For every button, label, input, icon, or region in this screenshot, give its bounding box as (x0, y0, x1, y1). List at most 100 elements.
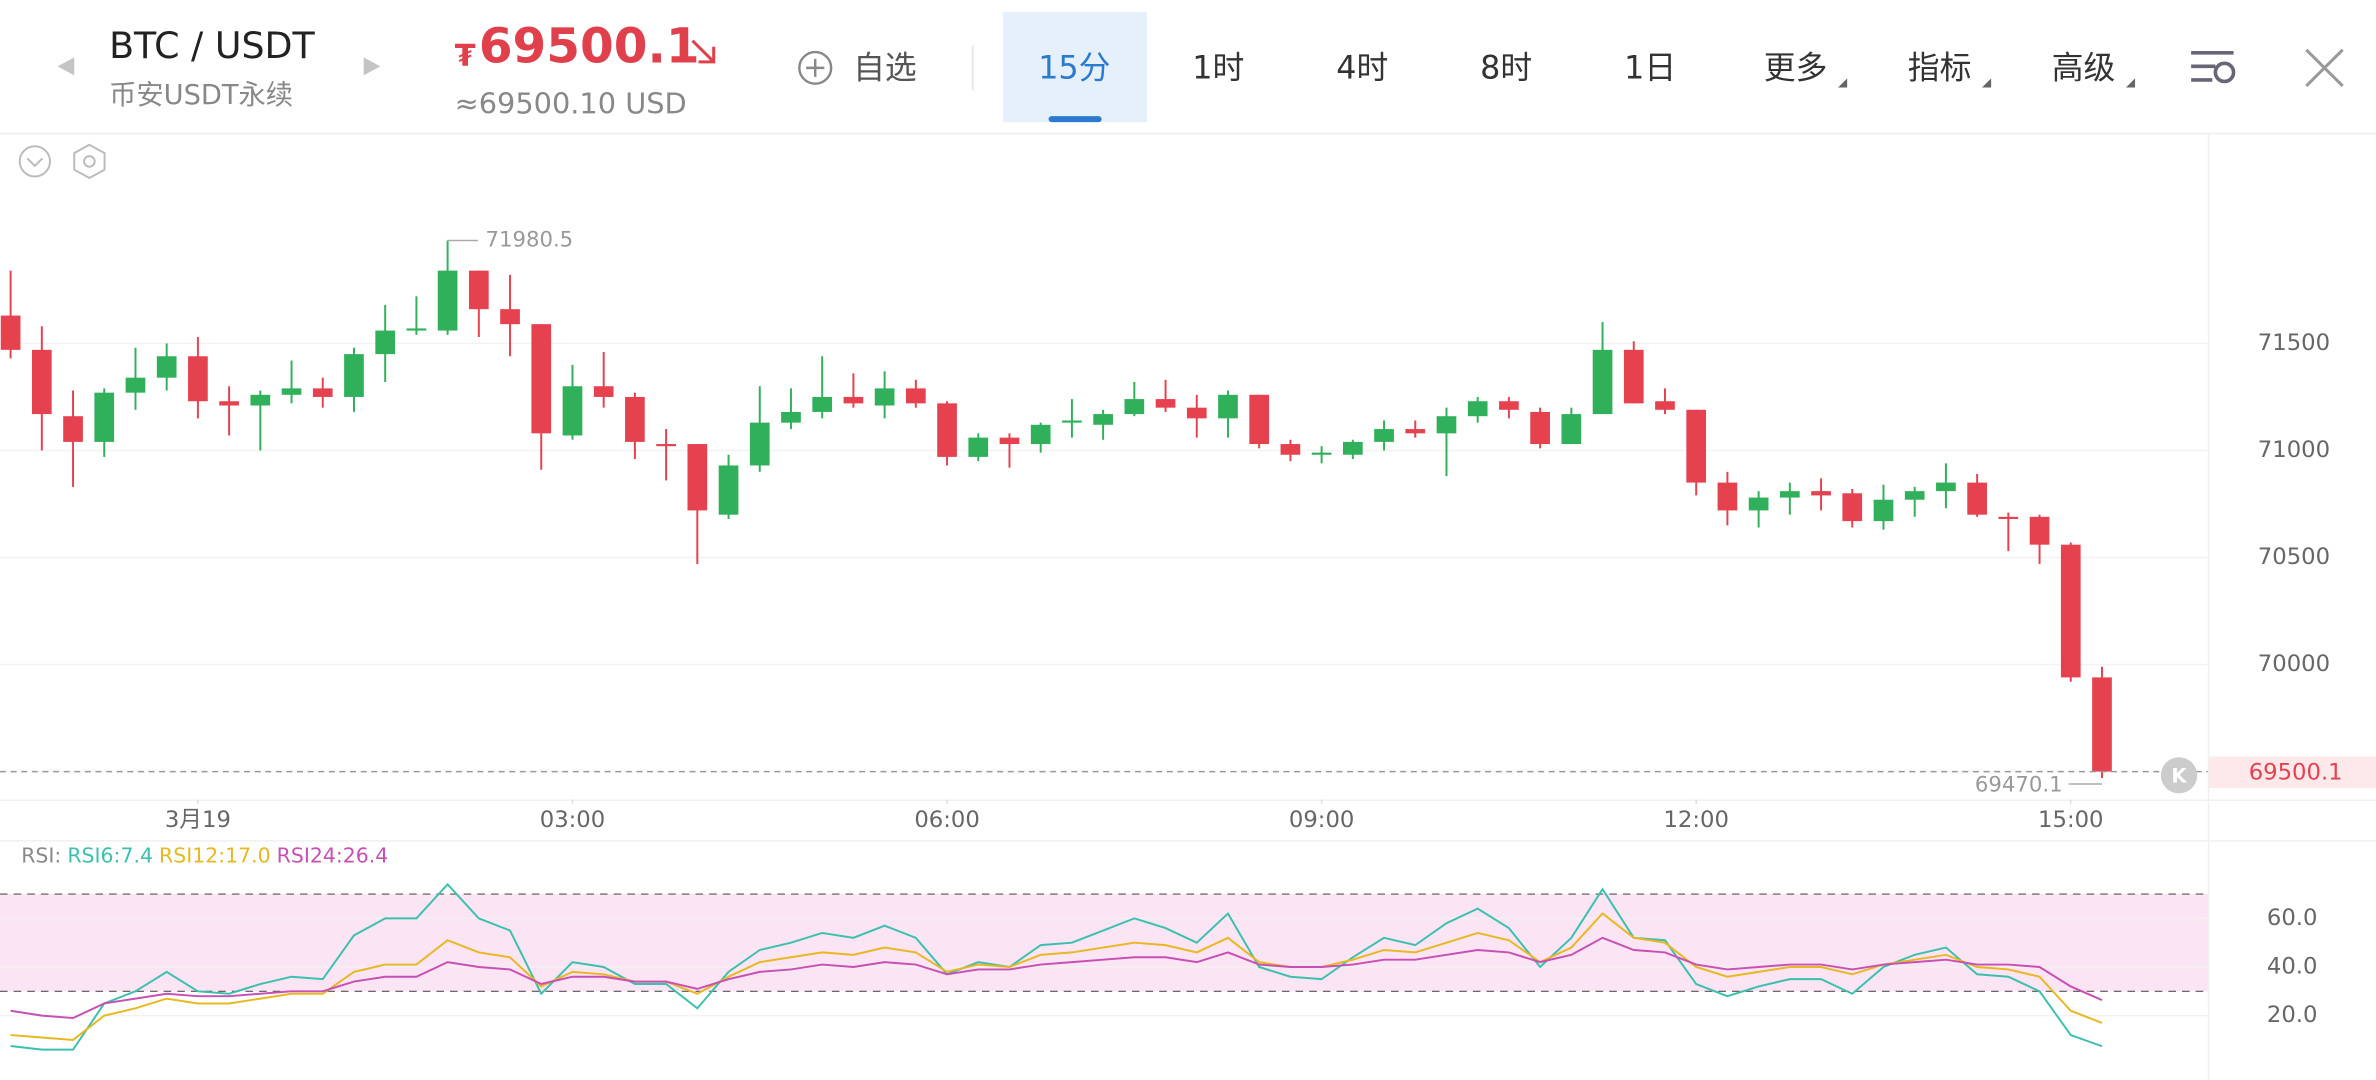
price: 69500.1 (479, 19, 700, 75)
candle-body (2060, 544, 2081, 678)
candle-body (874, 388, 895, 406)
candle-body (1717, 482, 1738, 511)
y-tick-label: 40.0 (2267, 954, 2318, 980)
candle-body (1530, 411, 1550, 445)
k-button-label: K (2171, 764, 2187, 787)
k-button[interactable] (2160, 757, 2198, 794)
candle-body (656, 444, 676, 447)
annotation-label: 71980.5 (485, 227, 573, 252)
candle-body (905, 388, 926, 404)
candle-body (31, 349, 52, 415)
candle-body (1998, 516, 2019, 519)
candle-body (1623, 349, 1644, 404)
candle-body (781, 411, 801, 423)
candle-body (531, 324, 552, 434)
candle-body (1030, 424, 1051, 445)
candle-body (1842, 493, 1863, 522)
annotation-label: 69470.1 (1975, 772, 2063, 797)
candle-body (562, 386, 583, 436)
candle-body (344, 354, 364, 397)
tab[interactable]: 指标 (1908, 50, 1972, 86)
x-tick-label: 12:00 (1663, 807, 1728, 833)
add-icon-plus (806, 58, 825, 77)
candle-body (94, 392, 115, 442)
candle-body (1280, 444, 1301, 455)
candle-body (0, 315, 21, 350)
y-tick-label: 71500 (2258, 330, 2330, 356)
tab[interactable]: 高级 (2052, 50, 2116, 86)
candle-body (1186, 407, 1207, 419)
candle-body (2092, 677, 2112, 772)
chart-settings-icon[interactable] (73, 143, 106, 180)
x-tick-label: 06:00 (914, 807, 979, 833)
tab[interactable]: 8时 (1480, 50, 1532, 86)
candle-body (1499, 401, 1519, 410)
active-tab-bg (1003, 12, 1148, 123)
candle-body (593, 386, 614, 397)
candle-body (219, 401, 239, 406)
candle-body (156, 356, 177, 378)
candle-body (281, 388, 302, 395)
rsi-line (10, 882, 2103, 1051)
tabs: 15分 1时 4时 8时 1日 更多 指标 高级 (1003, 12, 2136, 123)
rsi-chart: 20.0 40.0 60.0 RSI: RSI6:7.4 RSI12:17.0 RSI24:… (0, 844, 2318, 1051)
candle-body (2029, 516, 2050, 545)
candle-body (1093, 414, 1113, 425)
y-tick-label: 71000 (2258, 437, 2330, 463)
candle-body (1967, 482, 1987, 515)
candle-body (937, 403, 957, 457)
candle-body (749, 422, 770, 466)
tab[interactable]: 1日 (1624, 50, 1676, 86)
candle-body (125, 377, 146, 393)
active-tab-indicator (1048, 116, 1102, 123)
prev-arrow[interactable] (57, 57, 75, 76)
rsi-line (10, 912, 2103, 1041)
candle-body (1249, 394, 1270, 445)
candle-body (1873, 499, 1894, 522)
candle-body (312, 388, 333, 397)
settings-icon[interactable] (2191, 50, 2236, 84)
x-tick-label: 3月19 (165, 807, 231, 833)
candle-body (1686, 409, 1707, 483)
chart-settings-dot (83, 155, 96, 168)
candle-body (1561, 414, 1582, 445)
last-price-label: 69500.1 (2249, 760, 2343, 786)
candle-body (1342, 441, 1363, 455)
candle-body (1311, 452, 1332, 455)
watchlist[interactable]: 自选 (853, 50, 917, 86)
candle-body (1405, 429, 1426, 434)
candle-body (1374, 429, 1394, 442)
candle-body (406, 328, 427, 331)
x-tick-label: 09:00 (1289, 807, 1354, 833)
next-arrow[interactable] (363, 57, 381, 76)
dropdown-mark (1838, 78, 1848, 88)
dropdown-mark (1982, 78, 1992, 88)
tab[interactable]: 更多 (1764, 50, 1828, 86)
candle-body (375, 330, 396, 355)
candle-body (1155, 399, 1176, 408)
close-button[interactable] (2305, 48, 2344, 88)
tab[interactable]: 4时 (1336, 50, 1388, 86)
legend-entry: RSI12:17.0 (159, 844, 271, 868)
add-icon[interactable] (798, 50, 833, 85)
x-tick-label: 03:00 (540, 807, 605, 833)
candle-body (1467, 401, 1488, 417)
market: 币安USDT永续 (109, 80, 293, 111)
price-usd: ≈69500.10 USD (455, 87, 687, 121)
candle-body (968, 437, 989, 457)
candle-body (250, 394, 271, 406)
candle-body (1592, 349, 1613, 415)
candle-body (468, 270, 489, 310)
collapse-icon[interactable] (18, 145, 51, 178)
tab[interactable]: 15分 (1038, 50, 1110, 86)
candle-body (812, 396, 833, 412)
legend-entry: RSI6:7.4 (67, 844, 153, 868)
symbol: BTC / USDT (109, 24, 315, 67)
price-symbol: ₮ (455, 39, 476, 74)
candle-body (1218, 394, 1238, 419)
y-tick-label: 70500 (2258, 544, 2330, 570)
candle-body (1811, 491, 1831, 496)
tab[interactable]: 1时 (1192, 50, 1244, 86)
